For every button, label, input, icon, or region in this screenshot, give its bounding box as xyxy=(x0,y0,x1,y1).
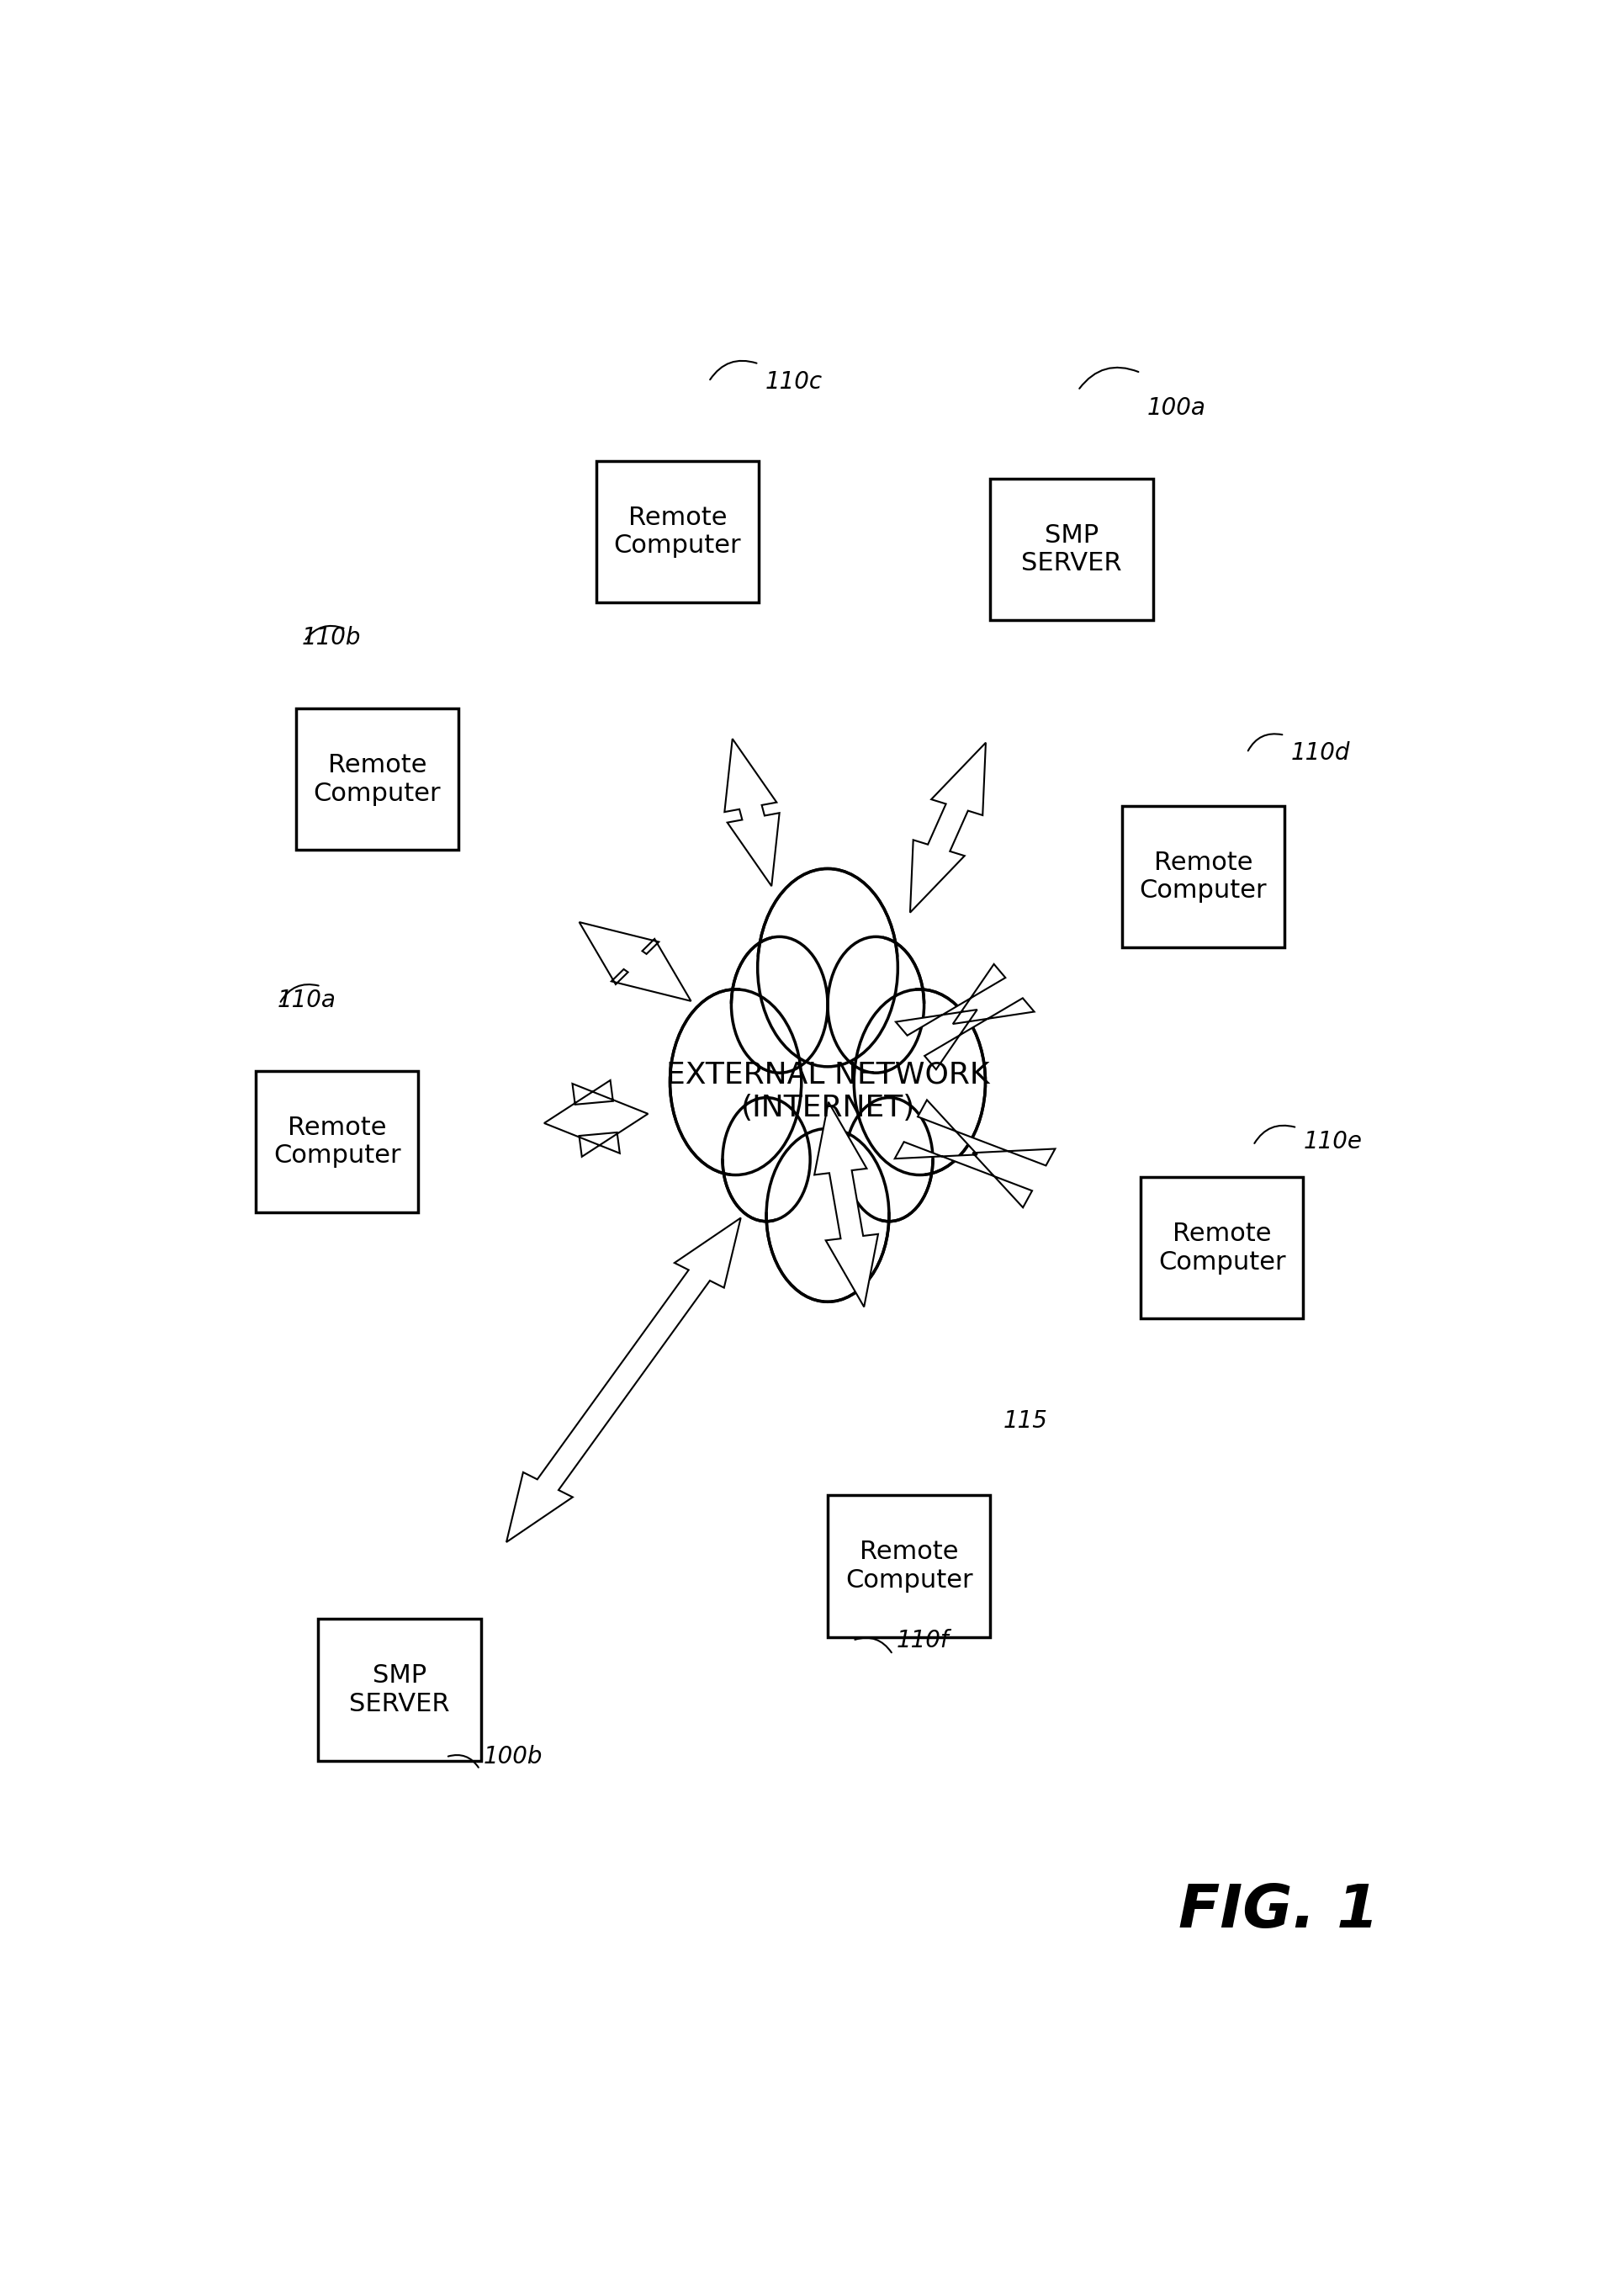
Text: Remote
Computer: Remote Computer xyxy=(273,1116,401,1169)
Circle shape xyxy=(670,990,801,1176)
Circle shape xyxy=(835,946,917,1063)
Text: SMP
SERVER: SMP SERVER xyxy=(349,1665,451,1715)
FancyBboxPatch shape xyxy=(990,480,1153,620)
Circle shape xyxy=(738,946,820,1063)
Polygon shape xyxy=(544,1079,648,1157)
Circle shape xyxy=(767,1130,888,1302)
Text: 115: 115 xyxy=(1003,1410,1048,1433)
Text: 100b: 100b xyxy=(483,1745,543,1768)
Circle shape xyxy=(722,1097,811,1221)
Circle shape xyxy=(827,937,924,1072)
Circle shape xyxy=(680,1003,791,1162)
Polygon shape xyxy=(895,1100,1055,1208)
FancyBboxPatch shape xyxy=(318,1619,481,1761)
FancyBboxPatch shape xyxy=(296,709,459,850)
Text: Remote
Computer: Remote Computer xyxy=(1158,1221,1286,1274)
Circle shape xyxy=(751,990,904,1205)
Text: 110d: 110d xyxy=(1290,742,1350,765)
Circle shape xyxy=(854,990,985,1176)
Text: 110a: 110a xyxy=(278,990,336,1013)
FancyArrowPatch shape xyxy=(449,1754,478,1768)
FancyArrowPatch shape xyxy=(1079,367,1139,388)
FancyBboxPatch shape xyxy=(1122,806,1284,948)
Circle shape xyxy=(851,1107,927,1212)
Text: 110f: 110f xyxy=(896,1628,950,1653)
Circle shape xyxy=(769,884,887,1052)
Polygon shape xyxy=(896,964,1034,1070)
FancyBboxPatch shape xyxy=(255,1070,418,1212)
FancyBboxPatch shape xyxy=(596,461,759,602)
Text: 110e: 110e xyxy=(1303,1130,1361,1153)
Text: EXTERNAL NETWORK
(INTERNET): EXTERNAL NETWORK (INTERNET) xyxy=(665,1061,990,1123)
Polygon shape xyxy=(725,739,780,886)
Text: SMP
SERVER: SMP SERVER xyxy=(1021,523,1122,576)
FancyArrowPatch shape xyxy=(854,1637,891,1653)
FancyArrowPatch shape xyxy=(281,985,318,1001)
FancyBboxPatch shape xyxy=(1140,1178,1303,1318)
Circle shape xyxy=(728,1107,804,1212)
Polygon shape xyxy=(814,1102,879,1306)
Text: 100a: 100a xyxy=(1147,397,1206,420)
Circle shape xyxy=(732,937,827,1072)
FancyArrowPatch shape xyxy=(305,627,344,641)
Text: Remote
Computer: Remote Computer xyxy=(845,1541,972,1593)
Circle shape xyxy=(745,980,911,1215)
FancyBboxPatch shape xyxy=(827,1495,990,1637)
Polygon shape xyxy=(507,1217,741,1543)
Text: 110c: 110c xyxy=(766,370,822,393)
Circle shape xyxy=(775,1141,880,1288)
Text: Remote
Computer: Remote Computer xyxy=(614,505,741,558)
Circle shape xyxy=(864,1003,975,1162)
Text: Remote
Computer: Remote Computer xyxy=(313,753,441,806)
Polygon shape xyxy=(911,742,985,912)
FancyArrowPatch shape xyxy=(1255,1125,1295,1143)
FancyArrowPatch shape xyxy=(711,360,757,379)
Circle shape xyxy=(845,1097,933,1221)
Text: FIG. 1: FIG. 1 xyxy=(1179,1883,1379,1940)
Circle shape xyxy=(757,868,898,1068)
Polygon shape xyxy=(580,923,691,1001)
FancyArrowPatch shape xyxy=(1248,735,1282,751)
Text: Remote
Computer: Remote Computer xyxy=(1140,850,1266,902)
Text: 110b: 110b xyxy=(302,627,362,650)
